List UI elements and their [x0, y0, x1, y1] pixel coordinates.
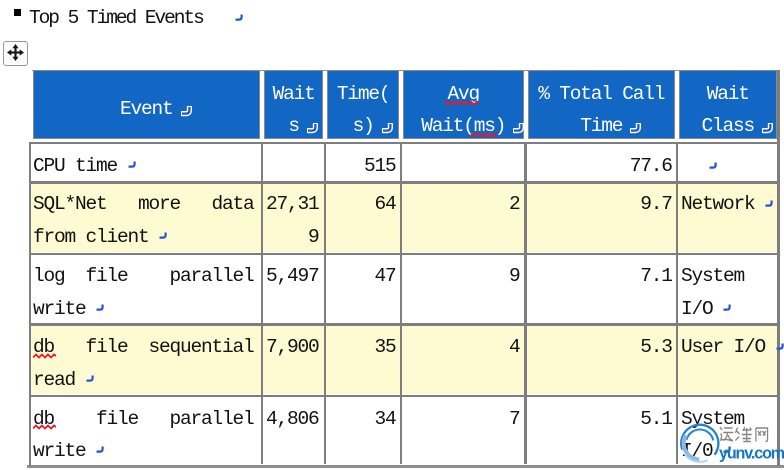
svg-text:yunv.com: yunv.com — [719, 444, 784, 463]
